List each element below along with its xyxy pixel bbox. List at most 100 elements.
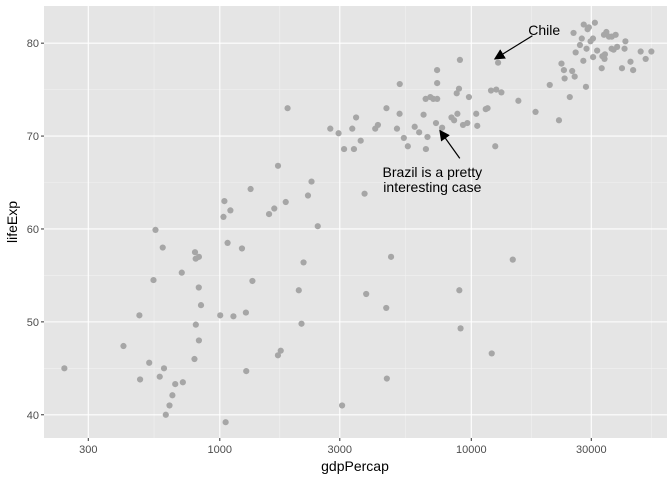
data-point: [484, 105, 491, 112]
data-point: [569, 67, 576, 75]
data-point: [242, 309, 249, 316]
y-tick-label: 40: [27, 410, 39, 422]
data-point: [383, 105, 390, 112]
data-point: [416, 129, 423, 136]
data-point: [220, 213, 227, 220]
data-point: [424, 133, 431, 141]
data-point: [217, 312, 224, 319]
data-point: [361, 190, 368, 197]
data-point: [622, 38, 629, 45]
data-point: [300, 259, 307, 266]
data-point: [509, 256, 516, 263]
data-point: [422, 95, 429, 103]
data-point: [335, 130, 342, 137]
data-point: [277, 347, 284, 354]
annotation-label: Brazil is a pretty interesting case: [383, 164, 483, 195]
data-point: [614, 43, 621, 50]
data-point: [439, 124, 446, 131]
data-point: [642, 55, 649, 63]
data-point: [349, 125, 356, 132]
data-point: [411, 123, 418, 130]
x-tick-label: 1000: [208, 444, 232, 456]
annotation-line: Chile: [528, 22, 560, 38]
data-point: [612, 31, 619, 38]
data-point: [383, 304, 390, 312]
data-point: [493, 86, 500, 93]
data-point: [195, 337, 203, 344]
data-point: [387, 253, 395, 260]
data-point: [195, 284, 202, 291]
data-point: [247, 185, 254, 193]
data-point: [162, 411, 169, 418]
data-point: [618, 65, 626, 72]
data-point: [298, 320, 305, 327]
data-point: [561, 75, 568, 82]
data-point: [560, 67, 568, 74]
data-point: [396, 80, 403, 88]
data-point: [621, 45, 628, 52]
data-point: [314, 223, 321, 230]
minor-gridlines: [44, 6, 667, 438]
data-point: [308, 178, 315, 185]
data-point: [492, 143, 499, 150]
data-point: [601, 55, 608, 63]
data-point: [195, 253, 203, 260]
data-point: [238, 245, 246, 252]
data-point: [338, 402, 346, 409]
data-point: [546, 81, 553, 89]
data-point: [265, 211, 273, 218]
data-point: [578, 35, 585, 42]
y-tick-label: 80: [27, 38, 39, 50]
data-point: [572, 49, 579, 56]
y-tick-label: 70: [27, 131, 39, 143]
data-point: [150, 276, 157, 284]
data-point: [340, 145, 348, 153]
data-point: [582, 83, 590, 90]
data-point: [136, 376, 144, 383]
annotation-line: Brazil is a pretty: [383, 164, 483, 180]
data-point: [350, 145, 358, 153]
y-tick-label: 50: [27, 317, 39, 329]
data-point: [420, 111, 427, 118]
data-point: [451, 117, 458, 124]
data-point: [227, 207, 234, 214]
data-point: [432, 119, 440, 127]
data-point: [61, 365, 68, 372]
data-point: [282, 198, 289, 206]
data-point: [243, 368, 250, 375]
data-point: [454, 110, 461, 117]
data-points: [61, 19, 655, 426]
y-axis-title: lifeExp: [4, 201, 20, 243]
data-point: [603, 28, 610, 36]
data-point: [396, 110, 403, 117]
data-point: [160, 365, 168, 372]
data-point: [434, 80, 441, 87]
data-point: [169, 392, 176, 399]
data-point: [159, 244, 166, 251]
data-point: [295, 287, 302, 294]
data-point: [601, 51, 609, 58]
y-axis: 40 50 60 70 80: [27, 38, 44, 422]
data-point: [179, 379, 186, 386]
data-point: [230, 313, 237, 320]
data-point: [589, 53, 597, 61]
data-point: [146, 359, 153, 366]
data-point: [249, 277, 256, 285]
data-point: [580, 21, 587, 28]
data-point: [274, 352, 282, 359]
data-point: [136, 312, 143, 319]
annotations: Chile Brazil is a pretty interesting case: [383, 22, 561, 195]
data-point: [637, 48, 644, 55]
data-point: [383, 375, 390, 382]
data-point: [464, 119, 471, 127]
data-point: [583, 45, 590, 52]
data-point: [465, 93, 473, 101]
data-point: [487, 87, 495, 94]
data-point: [274, 162, 282, 169]
data-point: [457, 325, 464, 332]
data-point: [221, 197, 228, 205]
data-point: [555, 117, 563, 124]
data-point: [571, 73, 578, 80]
data-point: [191, 249, 199, 256]
